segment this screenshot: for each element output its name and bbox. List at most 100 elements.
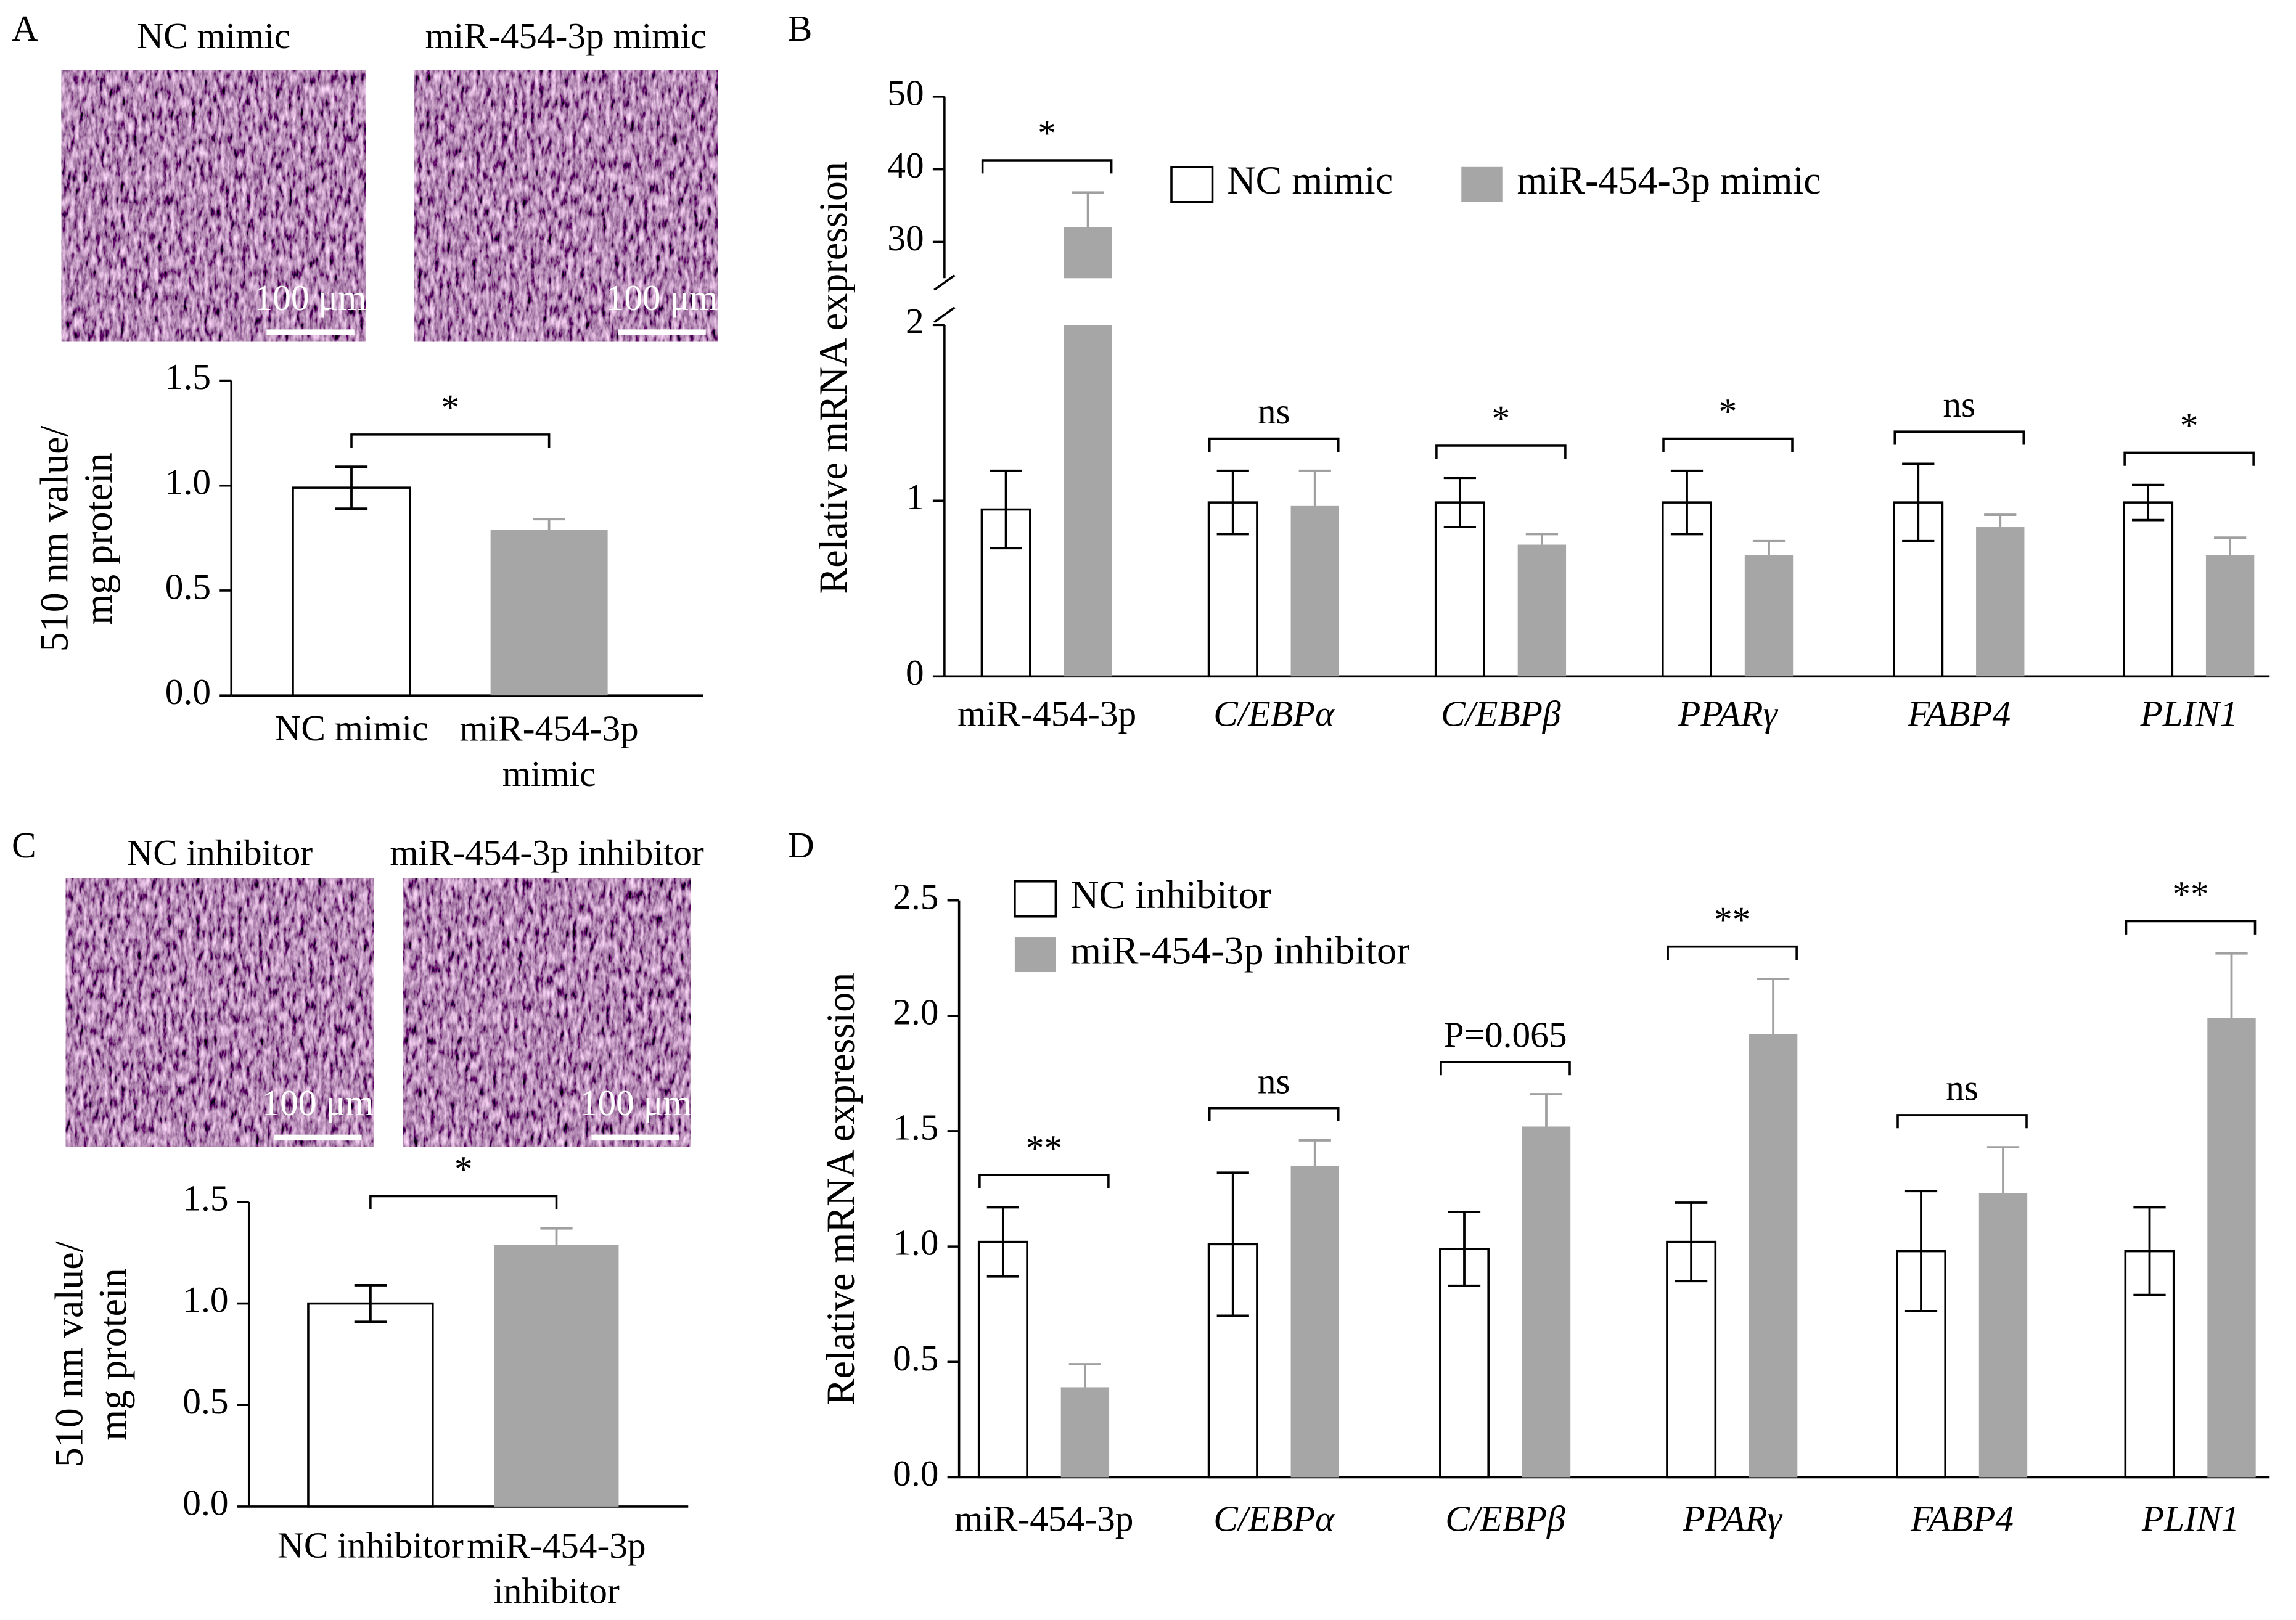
bar	[2205, 555, 2255, 677]
bar	[1517, 544, 1567, 677]
bar	[1744, 555, 1794, 677]
bar	[1434, 501, 1485, 678]
y-tick-label: 0.0	[165, 671, 211, 712]
axis-break	[933, 306, 956, 323]
x-tick-label: PLIN1	[2139, 693, 2237, 734]
legend-swatch	[1014, 880, 1057, 918]
significance-label: **	[1714, 899, 1750, 939]
x-tick-label: C/EBPβ	[1441, 693, 1561, 734]
y-tick-label: 0	[906, 652, 924, 693]
bar	[1976, 527, 2025, 677]
y-tick-label: 1.0	[165, 461, 211, 502]
scale-bar-label: 100 μm	[606, 277, 718, 318]
y-tick-label: 0.5	[165, 567, 211, 607]
y-tick-label: 1.5	[165, 356, 211, 397]
bar	[490, 530, 608, 696]
x-tick-label: PLIN1	[2141, 1499, 2239, 1539]
legend-label: NC mimic	[1227, 158, 1393, 202]
y-tick-label: 2.5	[893, 876, 938, 917]
y-tick-label: 1.0	[893, 1222, 938, 1263]
significance-label: *	[1038, 113, 1056, 153]
bar	[977, 1240, 1028, 1479]
bar	[2123, 501, 2174, 678]
bar	[1978, 1193, 2028, 1478]
y-tick-label: 40	[887, 145, 924, 186]
y-tick-label: 1.0	[182, 1279, 228, 1320]
significance-bracket	[1667, 945, 1798, 960]
x-tick-label: C/EBPα	[1213, 1499, 1335, 1539]
significance-bracket	[1208, 1107, 1340, 1122]
x-tick-label: C/EBPα	[1213, 693, 1335, 734]
bar	[2207, 1018, 2256, 1478]
y-tick-label: 0.5	[182, 1381, 228, 1422]
scale-bar-label: 100 μm	[261, 1082, 374, 1123]
significance-bracket	[2123, 451, 2255, 466]
significance-bracket	[1662, 437, 1794, 452]
x-tick-label: miR-454-3p	[957, 693, 1136, 734]
x-tick-label: NC inhibitor	[277, 1524, 464, 1565]
bar	[1749, 1034, 1798, 1478]
significance-label: *	[1492, 398, 1511, 439]
y-tick-label: 50	[887, 72, 924, 113]
x-tick-label: PPARγ	[1682, 1499, 1782, 1539]
significance-label: ns	[1258, 1060, 1290, 1101]
legend-swatch	[1461, 166, 1503, 202]
y-tick-label: 0.0	[182, 1483, 228, 1523]
significance-label: **	[2172, 873, 2208, 914]
micrograph	[65, 878, 374, 1147]
bar	[1064, 325, 1112, 677]
micrograph	[414, 70, 718, 342]
y-tick-label: 2.0	[893, 991, 938, 1032]
significance-bracket	[978, 1174, 1110, 1188]
image-label: NC inhibitor	[126, 832, 313, 873]
y-axis-title: 510 nm value/	[47, 1241, 91, 1467]
significance-label: *	[454, 1148, 473, 1189]
panel-letter: B	[788, 8, 813, 49]
y-tick-label: 1	[906, 477, 924, 517]
bar	[1290, 505, 1339, 677]
y-axis-title: mg protein	[91, 1268, 135, 1441]
legend-label: NC inhibitor	[1070, 873, 1271, 917]
panel-letter: C	[12, 825, 36, 865]
image-label: NC mimic	[137, 15, 290, 56]
bar	[494, 1245, 619, 1507]
legend-label: miR-454-3p inhibitor	[1070, 928, 1409, 972]
y-axis-title: mg protein	[76, 452, 120, 625]
y-tick-label: 1.5	[893, 1107, 938, 1148]
y-axis-title: Relative mRNA expression	[811, 162, 855, 594]
y-tick-label: 0.0	[893, 1453, 938, 1494]
significance-bracket	[1435, 444, 1567, 459]
bar	[1522, 1126, 1571, 1478]
x-tick-label: FABP4	[1910, 1499, 2014, 1539]
scale-bar-label: 100 μm	[580, 1082, 692, 1123]
bar	[292, 486, 411, 697]
significance-bracket	[981, 159, 1113, 174]
x-tick-label: miR-454-3p inhibitor	[467, 1524, 646, 1611]
bar	[1290, 1166, 1339, 1478]
bar	[1060, 1387, 1110, 1478]
significance-label: ns	[1946, 1068, 1978, 1108]
significance-bracket	[369, 1195, 558, 1209]
y-tick-label: 0.5	[893, 1338, 938, 1378]
x-tick-label: NC mimic	[275, 708, 428, 748]
panel-letter: D	[788, 825, 814, 865]
significance-label: ns	[1258, 391, 1290, 432]
micrograph	[61, 70, 366, 342]
legend-swatch	[1170, 166, 1214, 203]
legend-label: miR-454-3p mimic	[1517, 158, 1821, 202]
significance-label: *	[1719, 391, 1737, 432]
y-tick-label: 1.5	[182, 1178, 228, 1219]
significance-label: P=0.065	[1443, 1014, 1567, 1055]
significance-bracket	[1440, 1061, 1571, 1076]
significance-bracket	[2125, 920, 2257, 935]
significance-bracket	[1893, 430, 2025, 445]
image-label: miR-454-3p inhibitor	[390, 832, 704, 873]
significance-bracket	[1896, 1114, 2028, 1129]
significance-label: *	[2180, 405, 2199, 446]
x-tick-label: PPARγ	[1678, 693, 1778, 734]
legend-swatch	[1014, 937, 1056, 973]
y-tick-label: 2	[906, 301, 924, 342]
y-axis-title: 510 nm value/	[33, 425, 76, 652]
